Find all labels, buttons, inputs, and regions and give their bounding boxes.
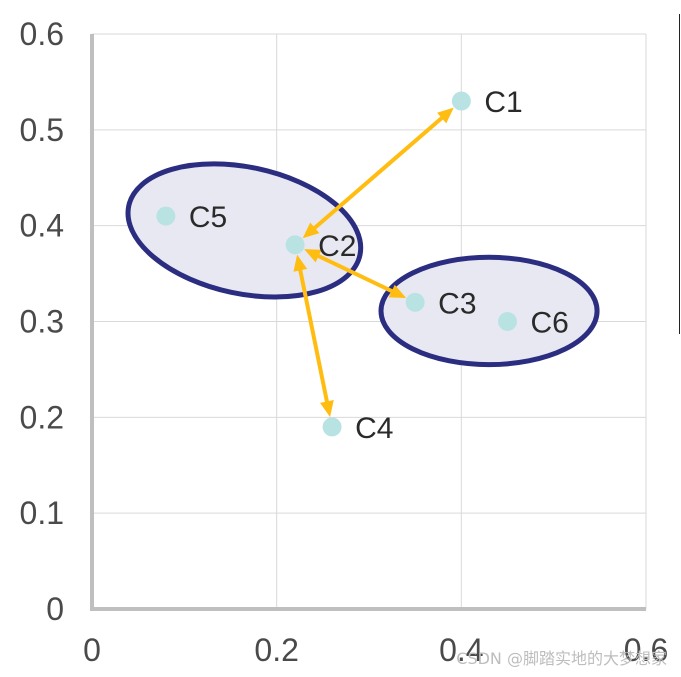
arrow-shaft [311, 115, 445, 231]
grid [91, 33, 647, 610]
data-point-c6 [498, 312, 517, 331]
x-tick-label: 0.2 [254, 632, 298, 668]
point-label-c2: C2 [318, 230, 356, 263]
y-tick-label: 0.2 [20, 399, 64, 435]
data-point-c2 [285, 235, 305, 255]
arrow-head [388, 284, 407, 299]
arrow-head [302, 222, 320, 239]
y-tick-label: 0.4 [20, 208, 64, 244]
watermark: CSDN @脚踏实地的大梦想家 [456, 649, 667, 668]
y-tick-label: 0 [46, 591, 64, 627]
data-point-c4 [322, 417, 342, 437]
data-point-c5 [156, 206, 176, 226]
data-point-c3 [405, 292, 425, 312]
arrow-shaft [315, 253, 395, 294]
arrow-head [293, 254, 308, 272]
cluster-ellipse [378, 254, 600, 368]
y-tick-label: 0.3 [20, 304, 64, 340]
arrows [293, 107, 454, 418]
point-label-c6: C6 [531, 307, 569, 340]
arrow-shaft [297, 267, 330, 404]
arrow-head [437, 107, 454, 124]
axes [90, 34, 646, 611]
point-label-c4: C4 [355, 412, 393, 445]
y-tick-label: 0.1 [20, 495, 64, 531]
x-tick-label: 0.4 [439, 632, 483, 668]
arrow-head [320, 400, 334, 418]
point-labels: C1 C2 C3 C4 C5 C6 [189, 86, 569, 445]
x-tick-label: 0.6 [624, 632, 668, 668]
data-points [156, 91, 517, 437]
y-tick-label: 0.5 [20, 112, 64, 148]
side-divider [679, 14, 680, 334]
x-tick-label: 0 [83, 632, 101, 668]
tick-labels: 0 0.1 0.2 0.3 0.4 0.5 0.6 0 0.2 0.4 0.6 [20, 16, 669, 668]
arrow-head [304, 249, 322, 263]
y-tick-label: 0.6 [20, 16, 64, 52]
point-label-c1: C1 [484, 86, 522, 119]
point-label-c5: C5 [189, 201, 227, 234]
data-point-c1 [451, 91, 471, 111]
point-label-c3: C3 [438, 287, 476, 320]
